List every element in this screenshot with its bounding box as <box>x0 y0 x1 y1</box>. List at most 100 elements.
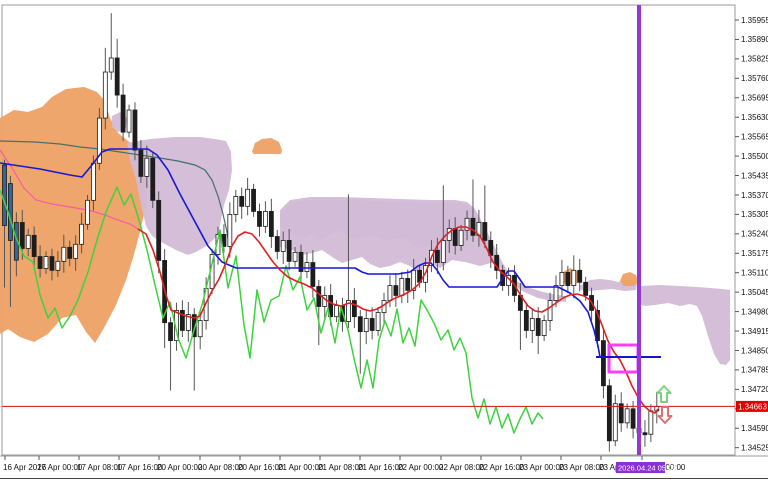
candle <box>606 385 612 442</box>
price-axis-label: 1.35435 <box>741 171 768 180</box>
candle <box>286 240 292 262</box>
candle <box>565 272 571 286</box>
candle <box>19 222 25 249</box>
candle <box>328 295 334 318</box>
candle <box>132 109 138 151</box>
candle <box>239 196 245 207</box>
price-axis-label: 1.35955 <box>741 16 768 25</box>
time-axis-label: 21 Apr 00:00 <box>278 463 324 472</box>
candle <box>120 94 126 133</box>
price-scale[interactable]: 1.35955 1.35890 1.35825 1.35760 1.35695 1.356… <box>735 16 768 453</box>
candle <box>233 196 239 215</box>
candle <box>405 278 411 291</box>
candle <box>642 432 648 436</box>
time-axis-label: 17 Apr 08:00 <box>77 463 123 472</box>
candle <box>595 310 600 342</box>
price-axis-label: 1.34850 <box>741 346 768 355</box>
candle <box>49 256 55 271</box>
candle <box>559 272 565 286</box>
price-axis-label: 1.35110 <box>741 269 768 278</box>
candle <box>251 188 256 212</box>
candle <box>411 269 417 291</box>
up-arrow-icon[interactable] <box>656 385 672 403</box>
candle <box>114 57 120 96</box>
candle <box>61 246 67 262</box>
candle <box>96 117 102 164</box>
candle <box>334 305 339 318</box>
candle <box>43 256 49 269</box>
time-axis-label: 20 Apr 16:00 <box>238 463 284 472</box>
price-axis-label: 1.35305 <box>741 210 768 219</box>
time-axis-label: 22 Apr 16:00 <box>479 463 525 472</box>
vertical-time-badge <box>616 462 665 473</box>
candle <box>144 157 150 177</box>
candle <box>156 199 162 261</box>
candle <box>618 403 624 424</box>
price-axis-label: 1.35630 <box>741 113 768 122</box>
candle <box>268 211 274 237</box>
candle <box>37 256 43 269</box>
chikou-span-line <box>0 186 544 434</box>
candle <box>351 300 357 318</box>
candle <box>470 217 476 236</box>
thistle-future-cloud <box>641 285 730 365</box>
price-axis-label: 1.35825 <box>741 55 768 64</box>
candle <box>108 57 114 73</box>
price-axis-label: 1.34720 <box>741 385 768 394</box>
candle <box>102 71 108 119</box>
candle <box>612 403 618 442</box>
candle <box>8 183 13 241</box>
candle <box>79 223 84 245</box>
time-axis-label: 21 Apr 16:00 <box>358 463 404 472</box>
candle <box>138 149 144 177</box>
candle <box>346 300 351 322</box>
candle <box>458 229 464 246</box>
price-axis-label: 1.35890 <box>741 35 768 44</box>
current-price-badge-label: 1.34663 <box>738 402 767 411</box>
candle <box>571 269 577 286</box>
candle <box>440 240 446 263</box>
time-axis-label: 20 Apr 08:00 <box>198 463 244 472</box>
candle <box>357 316 363 333</box>
candle <box>292 251 298 262</box>
price-axis-label: 1.34590 <box>741 424 768 433</box>
candle <box>257 211 262 227</box>
senkou-a-left-line <box>0 140 230 246</box>
down-arrow-icon[interactable] <box>657 406 673 424</box>
senkou-b-left-line <box>0 149 139 230</box>
time-axis-label: 17 Apr 16:00 <box>117 463 163 472</box>
candle <box>168 322 173 342</box>
candle <box>245 188 251 207</box>
candle <box>13 222 19 261</box>
current-price-badge <box>736 400 768 412</box>
candle <box>73 243 79 259</box>
price-axis-label: 1.35240 <box>741 230 768 239</box>
candle <box>191 314 197 338</box>
time-axis-label: 22 Apr 08:00 <box>439 463 485 472</box>
price-axis-label: 1.34525 <box>741 443 768 452</box>
candle <box>577 269 583 283</box>
candle <box>31 234 37 257</box>
candle <box>126 109 132 133</box>
candle <box>179 310 185 331</box>
candle <box>91 162 96 201</box>
candle <box>375 312 381 331</box>
candle <box>150 157 156 201</box>
time-axis-label: 21 Apr 08:00 <box>318 463 364 472</box>
candle <box>197 320 203 338</box>
candle <box>363 318 369 333</box>
candle <box>601 340 606 387</box>
candle <box>630 408 636 429</box>
candle <box>298 251 304 272</box>
candle <box>85 199 90 225</box>
price-axis-label: 1.34785 <box>741 366 768 375</box>
candle <box>304 262 310 272</box>
candle <box>280 240 286 252</box>
candle <box>227 213 233 247</box>
orange-patch-right2 <box>620 272 638 286</box>
price-axis-label: 1.34915 <box>741 327 768 336</box>
candle <box>482 222 488 241</box>
